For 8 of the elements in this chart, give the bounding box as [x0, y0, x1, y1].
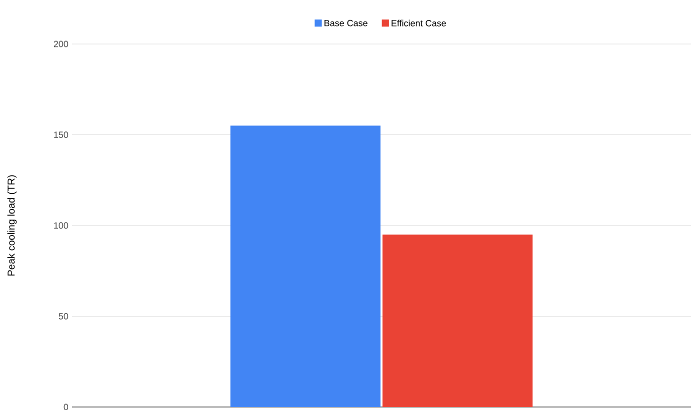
legend-label: Base Case — [324, 20, 368, 26]
y-tick-label: 50 — [58, 313, 68, 320]
y-tick-label: 200 — [54, 40, 68, 48]
y-tick-label: 100 — [54, 222, 68, 229]
y-axis-title: Peak cooling load (TR) — [7, 175, 17, 276]
y-tick-label: 0 — [64, 404, 68, 410]
legend-label: Efficient Case — [392, 20, 446, 26]
y-tick-label: 150 — [54, 132, 68, 138]
